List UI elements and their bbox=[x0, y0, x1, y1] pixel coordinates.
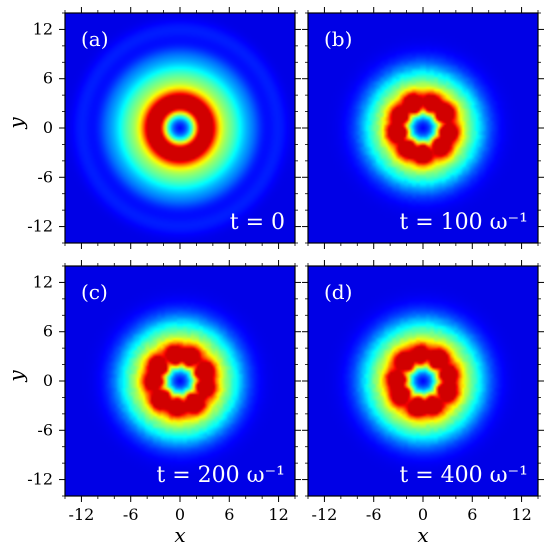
x-tick-label: -12 bbox=[312, 505, 338, 524]
y-tick-label: -6 bbox=[37, 167, 53, 186]
x-tick-label: -6 bbox=[366, 505, 382, 524]
y-tick-label: -6 bbox=[37, 420, 53, 439]
panel-label: (a) bbox=[81, 27, 109, 51]
y-tick-label: 0 bbox=[43, 118, 53, 137]
x-tick-label: 6 bbox=[224, 505, 234, 524]
panel-b: (b) t = 100 ω⁻¹ bbox=[302, 7, 544, 249]
x-tick-label: 12 bbox=[511, 505, 531, 524]
density-heatmap bbox=[65, 13, 295, 243]
density-heatmap bbox=[65, 266, 295, 496]
panel-c: -12 -12 -6 -6 0 0 6 6 12 12 (c) t = 200 ω⁻¹ y x bbox=[4, 260, 301, 547]
panel-label: (b) bbox=[324, 27, 352, 51]
time-label: t = 100 ω⁻¹ bbox=[399, 210, 528, 235]
y-axis-label: y bbox=[4, 370, 28, 383]
y-tick-label: 6 bbox=[43, 322, 53, 341]
y-tick-label: 12 bbox=[33, 272, 53, 291]
x-tick-label: 12 bbox=[268, 505, 288, 524]
y-tick-label: -12 bbox=[27, 470, 53, 489]
panel-a: -12 -6 0 6 12 (a) t = 0 y bbox=[4, 7, 301, 249]
y-tick-label: 0 bbox=[43, 371, 53, 390]
y-tick-label: 6 bbox=[43, 69, 53, 88]
x-tick-label: -6 bbox=[123, 505, 139, 524]
x-axis-label: x bbox=[417, 523, 428, 547]
panel-label: (c) bbox=[81, 280, 108, 304]
x-tick-label: 6 bbox=[467, 505, 477, 524]
x-tick-label: 0 bbox=[175, 505, 185, 524]
time-label: t = 400 ω⁻¹ bbox=[399, 463, 528, 488]
time-label: t = 0 bbox=[230, 210, 285, 235]
panel-label: (d) bbox=[324, 280, 352, 304]
density-heatmap bbox=[308, 266, 538, 496]
y-axis-label: y bbox=[4, 117, 28, 130]
x-tick-label: -12 bbox=[69, 505, 95, 524]
time-label: t = 200 ω⁻¹ bbox=[156, 463, 285, 488]
x-axis-label: x bbox=[174, 523, 185, 547]
panel-d: -12 -6 0 6 12 (d) t = 400 ω⁻¹ x bbox=[302, 260, 544, 547]
x-tick-label: 0 bbox=[418, 505, 428, 524]
y-tick-label: -12 bbox=[27, 217, 53, 236]
density-heatmap bbox=[308, 13, 538, 243]
y-tick-label: 12 bbox=[33, 19, 53, 38]
